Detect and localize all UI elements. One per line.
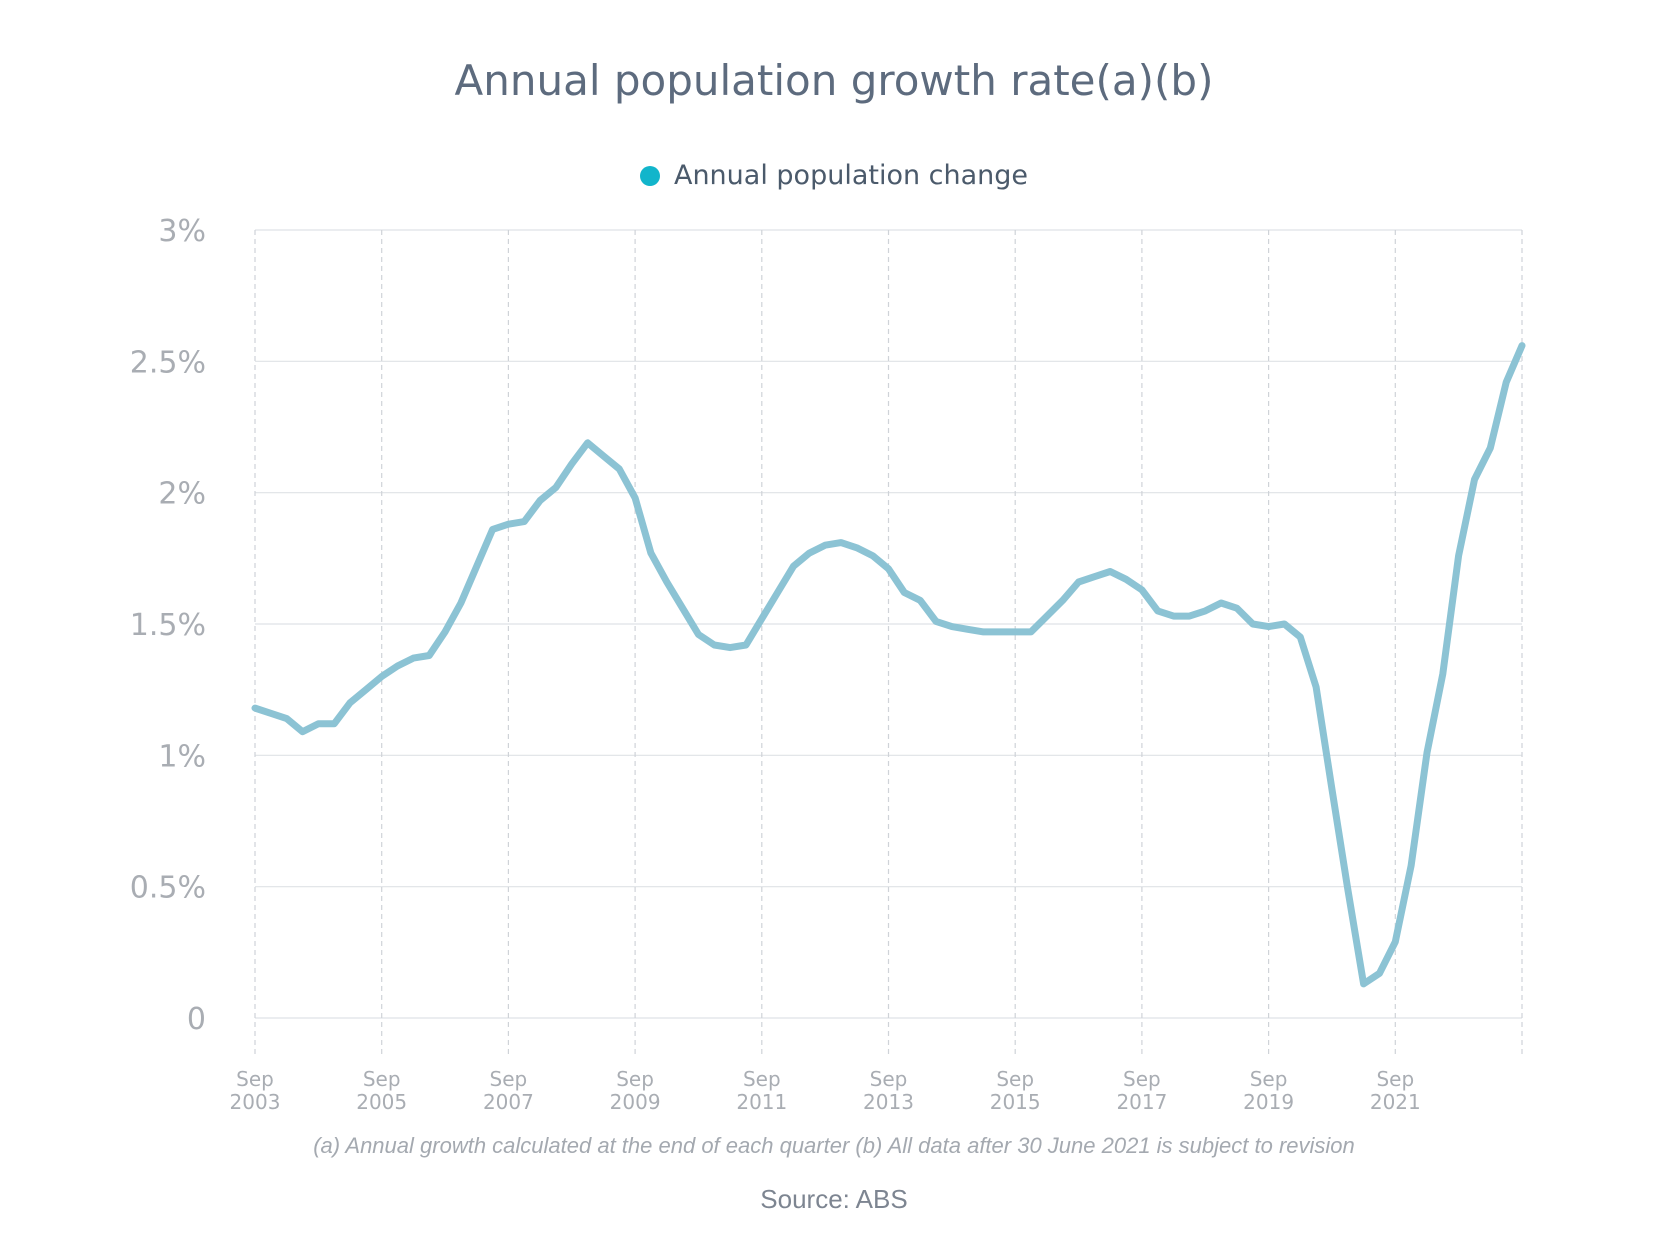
series-line-annual-population-change[interactable] bbox=[251, 342, 1526, 988]
legend-label: Annual population change bbox=[673, 160, 1029, 191]
y-axis-labels: 0 0.5% 1% 1.5% 2% 2.5% 3% bbox=[130, 214, 206, 1037]
series-layer bbox=[251, 342, 1526, 988]
x-tick-label: Sep 2017 bbox=[1116, 1067, 1167, 1114]
y-tick-label: 2% bbox=[158, 477, 206, 512]
vertical-gridlines bbox=[254, 230, 1523, 1054]
x-axis-labels: Sep 2003 Sep 2005 Sep 2007 Sep 2009 Sep 2011 Sep 20… bbox=[230, 1067, 1421, 1114]
x-tick-label: Sep 2005 bbox=[356, 1067, 407, 1114]
x-tick-label: Sep 2021 bbox=[1370, 1067, 1421, 1114]
y-tick-label: 3% bbox=[158, 214, 206, 249]
x-tick-label: Sep 2011 bbox=[736, 1067, 787, 1114]
x-tick-label: Sep 2007 bbox=[483, 1067, 534, 1114]
y-tick-label: 1.5% bbox=[130, 608, 206, 643]
footnote: (a) Annual growth calculated at the end … bbox=[313, 1133, 1355, 1158]
x-tick-label: Sep 2019 bbox=[1243, 1067, 1294, 1114]
x-tick-label: Sep 2003 bbox=[230, 1067, 281, 1114]
legend-marker-icon bbox=[639, 166, 660, 186]
x-tick-label: Sep 2009 bbox=[610, 1067, 661, 1114]
y-tick-label: 1% bbox=[158, 739, 206, 774]
source-note: Source: ABS bbox=[760, 1184, 908, 1214]
x-tick-label: Sep 2015 bbox=[990, 1067, 1041, 1114]
chart-title: Annual population growth rate(a)(b) bbox=[454, 56, 1214, 105]
y-tick-label: 0.5% bbox=[130, 871, 206, 906]
y-tick-label: 0 bbox=[187, 1002, 206, 1037]
legend[interactable]: Annual population change bbox=[0, 160, 1668, 191]
x-tick-label: Sep 2013 bbox=[863, 1067, 914, 1114]
y-tick-label: 2.5% bbox=[130, 345, 206, 380]
